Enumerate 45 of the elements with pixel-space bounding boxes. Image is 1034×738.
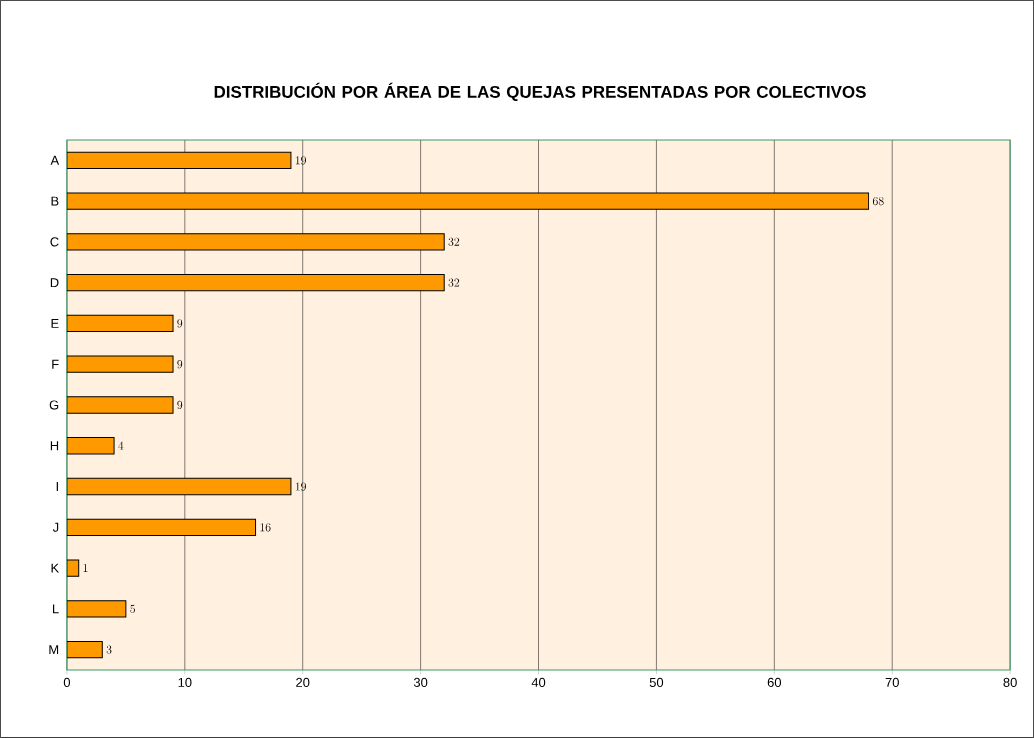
data-label: 5 [130, 604, 135, 613]
x-tick-label: 30 [413, 677, 428, 687]
chart-title: DISTRIBUCIÓN POR ÁREA DE LAS QUEJAS PRESENTADAS POR COLECTIVOS [214, 82, 866, 102]
data-label: 4 [118, 441, 124, 450]
x-tick-label: 50 [649, 677, 664, 687]
y-tick-label: C [50, 237, 59, 247]
data-label: 19 [295, 482, 306, 491]
y-tick-label: K [51, 563, 59, 573]
data-label: 9 [177, 360, 183, 369]
data-label: 3 [106, 645, 112, 654]
x-tick-label: 40 [531, 677, 546, 687]
y-tick-label: J [52, 522, 59, 532]
data-label: 32 [448, 237, 460, 246]
data-label: 9 [177, 319, 183, 328]
data-label: 1 [83, 564, 88, 572]
y-tick-label: F [52, 359, 59, 369]
data-label: 68 [872, 197, 884, 206]
bar [66, 477, 292, 496]
x-tick-label: 60 [767, 677, 782, 687]
y-tick-label: M [49, 645, 59, 655]
y-tick-label: E [51, 319, 59, 328]
data-label: 32 [448, 278, 460, 287]
x-tick-label: 10 [178, 677, 192, 687]
bar [66, 518, 257, 536]
x-tick-label: 20 [296, 677, 310, 687]
bar [66, 233, 445, 251]
x-tick-label: 70 [885, 677, 899, 687]
bar [66, 396, 174, 414]
bar [66, 192, 870, 210]
y-tick-label: H [50, 441, 59, 451]
y-tick-label: L [53, 604, 59, 614]
y-tick-label: I [56, 482, 58, 492]
y-tick-label: G [49, 400, 59, 410]
data-label: 16 [260, 523, 271, 532]
x-tick-label: 80 [1003, 677, 1017, 687]
bar [66, 314, 174, 333]
bar [66, 151, 292, 169]
data-label: 9 [177, 400, 183, 410]
data-label: 19 [295, 156, 306, 165]
bar [66, 274, 445, 292]
y-tick-label: A [50, 155, 60, 165]
y-tick-label: B [51, 196, 59, 206]
bar [66, 355, 174, 373]
x-tick-label: 0 [63, 677, 71, 687]
y-tick-label: D [50, 278, 59, 288]
